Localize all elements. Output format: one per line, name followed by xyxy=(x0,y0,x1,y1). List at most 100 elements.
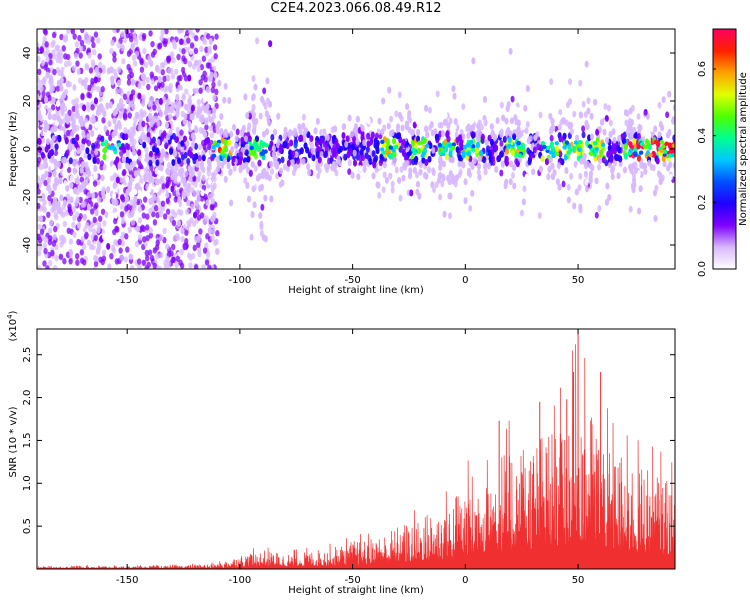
heatmap-cell xyxy=(168,113,173,121)
heatmap-cell xyxy=(207,227,212,234)
heatmap-cell xyxy=(192,87,197,95)
heatmap-cell xyxy=(99,160,105,167)
heatmap-cell xyxy=(119,211,125,218)
heatmap-cell xyxy=(207,47,212,55)
heatmap-cell xyxy=(370,131,375,139)
heatmap-cell xyxy=(154,178,159,186)
heatmap-hotspot xyxy=(628,148,633,153)
heatmap-cell xyxy=(207,178,212,185)
heatmap-cell xyxy=(293,164,298,172)
heatmap-cell xyxy=(425,131,430,138)
heatmap-cell xyxy=(162,130,167,138)
heatmap-hotspot xyxy=(540,140,546,146)
heatmap-cell xyxy=(457,171,462,179)
heatmap-cell xyxy=(404,120,409,128)
heatmap-cell xyxy=(165,191,170,199)
heatmap-cell xyxy=(214,33,219,40)
heatmap-cell xyxy=(119,254,124,261)
heatmap-cell xyxy=(176,53,181,61)
heatmap-cell xyxy=(147,207,153,215)
heatmap-cell xyxy=(622,179,627,187)
heatmap-cell xyxy=(69,196,74,204)
heatmap-cell xyxy=(68,250,74,258)
heatmap-cell xyxy=(128,180,133,188)
heatmap-cell xyxy=(448,150,453,158)
heatmap-cell xyxy=(116,103,121,110)
heatmap-cell xyxy=(155,147,160,155)
heatmap-cell xyxy=(568,165,573,173)
heatmap-cell xyxy=(137,92,142,100)
heatmap-cell xyxy=(667,128,672,136)
heatmap-cell xyxy=(350,171,355,179)
heatmap-cell xyxy=(63,69,68,76)
heatmap-cell xyxy=(202,96,207,103)
heatmap-cell xyxy=(105,102,110,110)
heatmap-cell xyxy=(47,94,52,102)
heatmap-cell xyxy=(54,119,59,127)
heatmap-cell xyxy=(211,81,216,89)
heatmap-cell xyxy=(121,217,126,225)
heatmap-cell xyxy=(270,133,275,141)
heatmap-cell xyxy=(43,29,49,36)
heatmap-cell xyxy=(269,195,274,203)
heatmap-cell xyxy=(146,131,151,139)
heatmap-cell xyxy=(255,130,260,137)
heatmap-cell xyxy=(375,181,380,189)
heatmap-cell xyxy=(197,170,202,177)
heatmap-cell xyxy=(206,33,211,40)
heatmap-cell xyxy=(132,201,137,209)
heatmap-cell xyxy=(398,194,403,202)
heatmap-cell xyxy=(180,236,185,243)
heatmap-cell xyxy=(59,194,64,202)
heatmap-cell xyxy=(190,141,195,149)
heatmap-cell xyxy=(251,104,256,111)
heatmap-cell xyxy=(154,167,159,175)
heatmap-cell xyxy=(381,97,386,105)
heatmap-cell xyxy=(164,154,170,161)
heatmap-cell xyxy=(168,214,173,222)
heatmap-cell xyxy=(159,251,164,259)
heatmap-cell xyxy=(188,48,194,55)
heatmap-cell xyxy=(561,116,566,124)
heatmap-cell xyxy=(125,188,130,196)
heatmap-cell xyxy=(122,156,127,163)
heatmap-cell xyxy=(141,32,147,40)
heatmap-cell xyxy=(375,144,380,152)
heatmap-cell xyxy=(424,125,429,133)
heatmap-cell xyxy=(556,162,561,169)
heatmap-cell xyxy=(152,193,157,201)
heatmap-cell xyxy=(101,117,106,124)
heatmap-cell xyxy=(98,95,104,103)
heatmap-cell xyxy=(93,260,99,267)
heatmap-cell xyxy=(165,197,170,205)
heatmap-cell xyxy=(435,90,440,98)
heatmap-cell xyxy=(194,264,199,269)
heatmap-cell xyxy=(372,161,377,169)
heatmap-cell xyxy=(194,35,199,42)
heatmap-cell xyxy=(382,171,387,179)
heatmap-cell xyxy=(445,130,450,137)
heatmap-cell xyxy=(410,140,415,147)
x-tick-label: 0 xyxy=(462,575,468,586)
heatmap-cell xyxy=(38,244,43,251)
heatmap-cell xyxy=(203,193,208,201)
heatmap-cell xyxy=(437,121,442,129)
heatmap-cell xyxy=(424,159,429,166)
heatmap-cell xyxy=(108,169,113,177)
heatmap-cell xyxy=(79,257,85,264)
x-tick-label: -50 xyxy=(344,575,360,586)
heatmap-cell xyxy=(400,188,405,196)
heatmap-cell xyxy=(75,134,80,141)
heatmap-cell xyxy=(102,110,107,118)
heatmap-cell xyxy=(171,159,176,166)
heatmap-cell xyxy=(504,159,509,167)
heatmap-cell xyxy=(175,202,180,210)
heatmap-cell xyxy=(166,133,171,140)
heatmap-cell xyxy=(145,234,150,242)
heatmap-cell xyxy=(73,52,79,60)
heatmap-cell xyxy=(510,117,515,125)
heatmap-cell xyxy=(62,169,67,177)
heatmap-cell xyxy=(355,115,360,123)
heatmap-cell xyxy=(81,130,86,138)
